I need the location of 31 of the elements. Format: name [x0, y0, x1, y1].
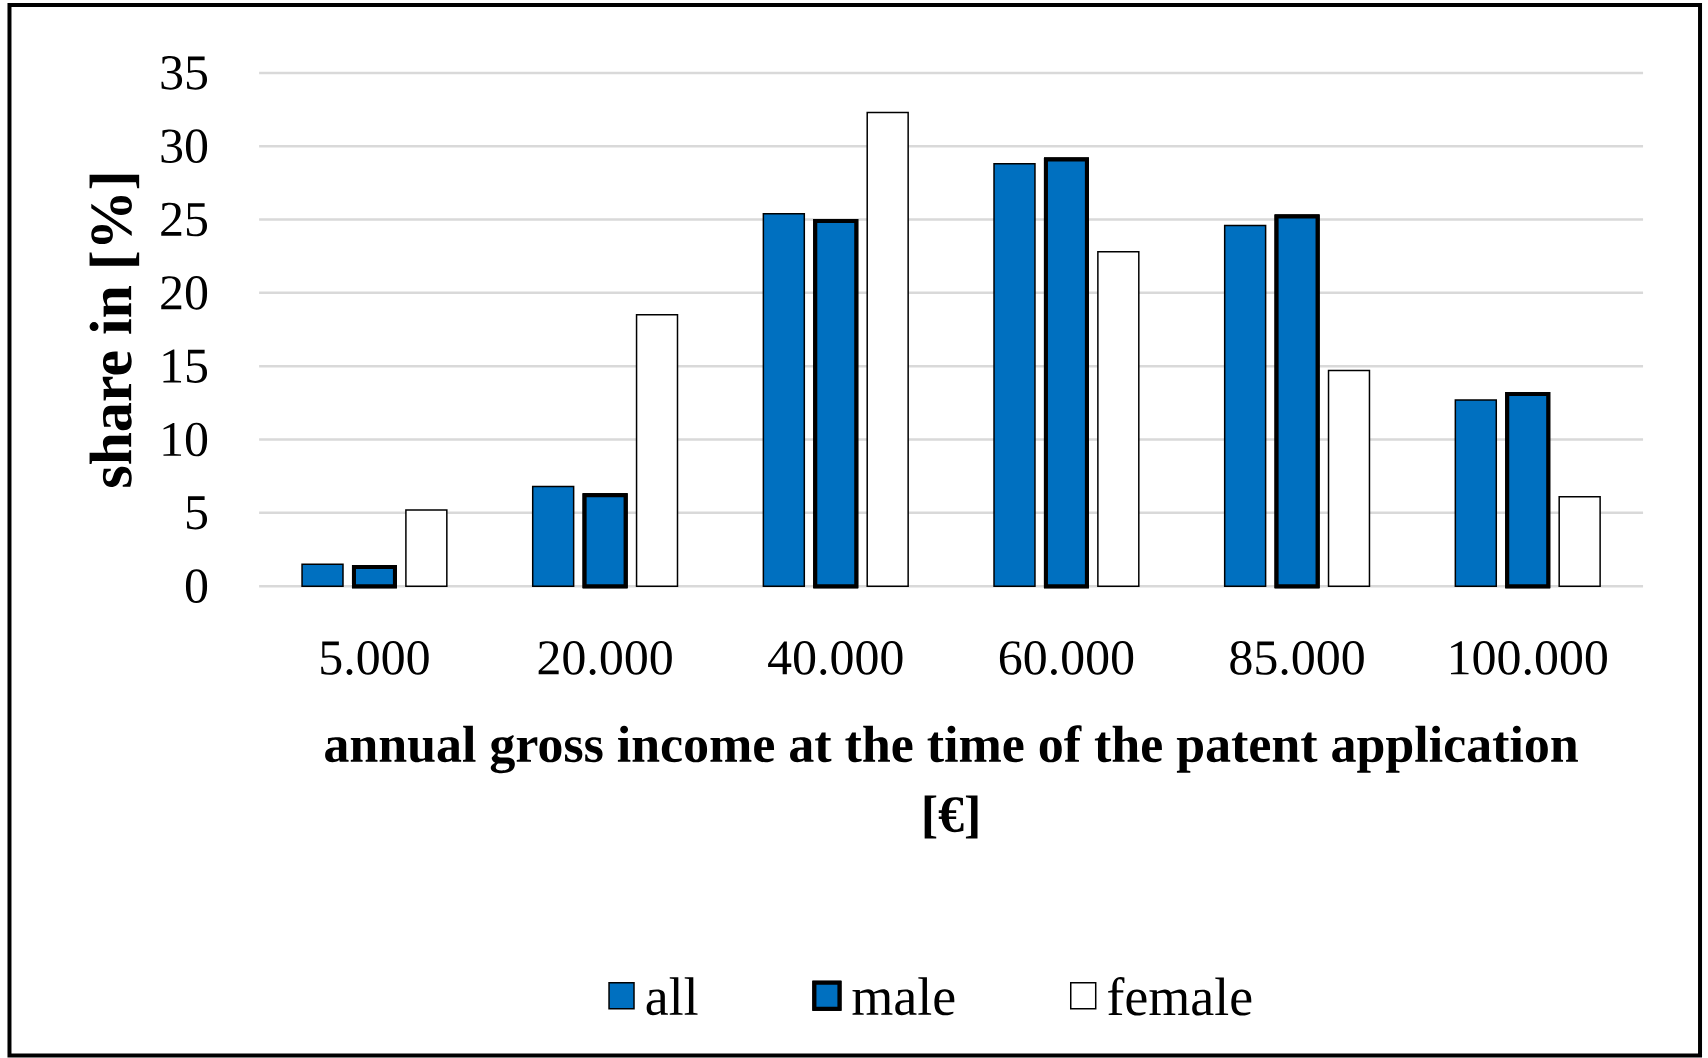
x-tick-label: 5.000: [321, 640, 429, 675]
legend-label: male: [852, 977, 955, 1016]
bar: [635, 313, 679, 587]
x-tick-label: 40.000: [768, 640, 903, 675]
y-axis-title: share in [%]: [89, 174, 140, 487]
legend-label: female: [1108, 976, 1252, 1016]
x-tick-label: 100.000: [1450, 640, 1607, 675]
y-tick-label: 0: [185, 569, 208, 603]
y-tick-label: 10: [163, 422, 208, 457]
y-tick-label: 35: [161, 55, 208, 90]
bar: [1454, 398, 1498, 587]
bar: [866, 111, 909, 587]
y-tick-label: 15: [163, 349, 208, 383]
x-axis-title: annual gross income at the time of the patent application [€]: [325, 724, 1578, 839]
legend-label: all: [646, 977, 698, 1016]
bar: [1223, 224, 1267, 587]
x-tick-label: 60.000: [999, 640, 1134, 675]
bar: [1327, 369, 1371, 587]
bar: [1558, 495, 1601, 587]
bar: [762, 212, 806, 587]
x-tick-label: 85.000: [1230, 640, 1364, 675]
bar: [301, 563, 344, 587]
bar: [531, 485, 575, 587]
y-tick-label: 5: [186, 496, 208, 530]
x-tick-label: 20.000: [538, 640, 672, 675]
y-tick-label: 20: [161, 275, 208, 310]
y-tick-label: 30: [161, 129, 208, 163]
bar: [993, 162, 1036, 587]
bar: [1097, 250, 1140, 587]
y-tick-label: 25: [161, 202, 208, 237]
bar: [405, 508, 448, 587]
